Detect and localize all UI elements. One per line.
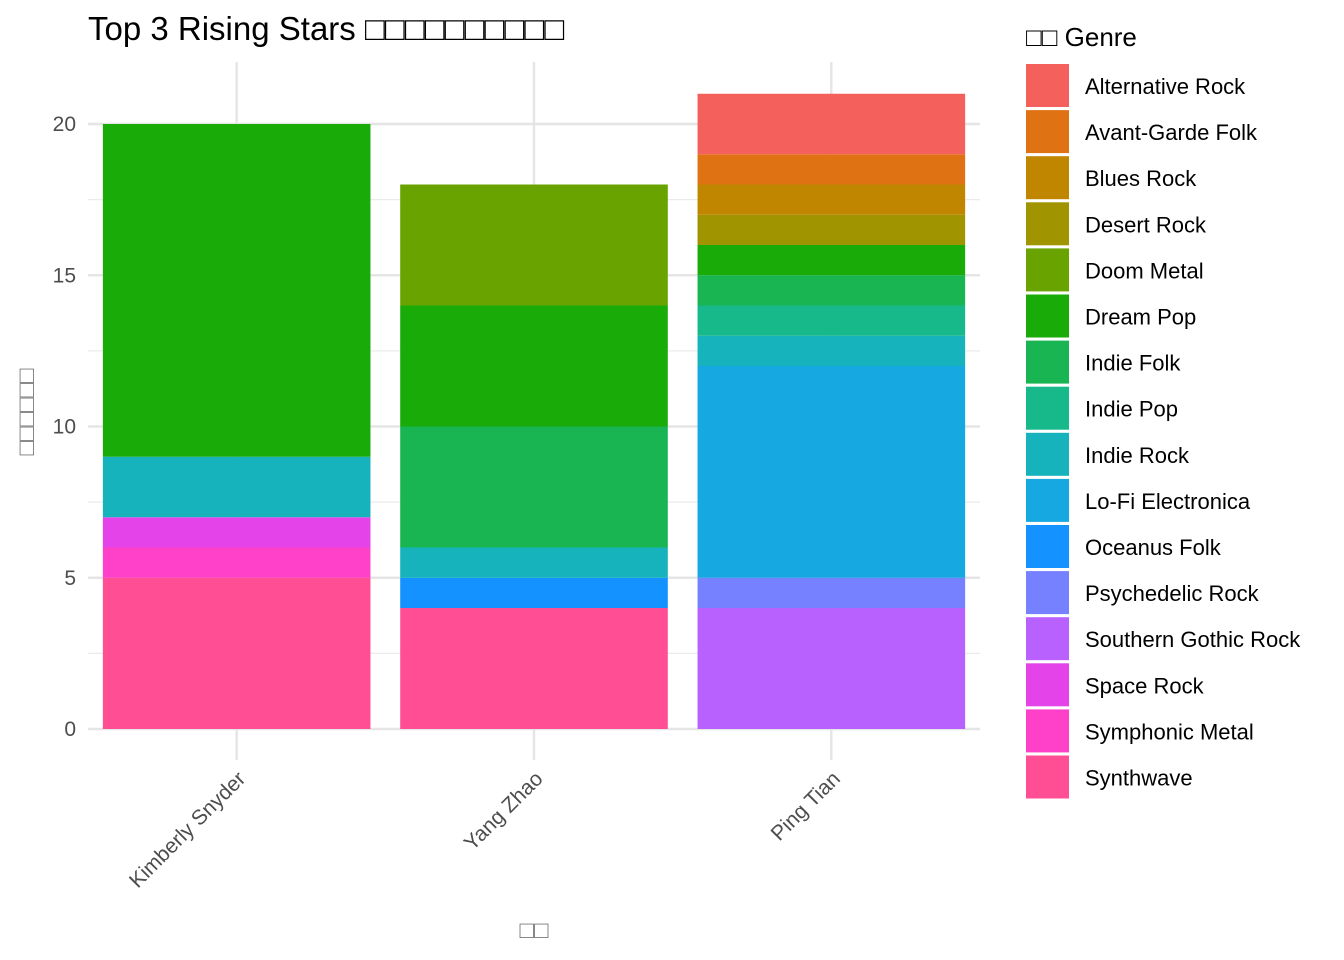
bar-segment xyxy=(102,547,371,578)
y-axis-ticks: 0 5 10 15 20 xyxy=(53,113,76,741)
bar-segment xyxy=(102,456,371,518)
x-axis-title: □□ xyxy=(520,917,549,944)
legend-label: Lo-Fi Electronica xyxy=(1085,489,1251,514)
y-tick-label: 0 xyxy=(64,718,76,741)
legend-label: Alternative Rock xyxy=(1085,74,1246,99)
bar-segment xyxy=(400,577,668,608)
bar-segment xyxy=(697,366,966,578)
x-tick-label: Yang Zhao xyxy=(460,767,548,855)
bar-segment xyxy=(697,245,966,276)
bar-segment xyxy=(400,426,668,548)
legend-swatch xyxy=(1026,432,1069,476)
legend-label: Indie Pop xyxy=(1085,397,1178,422)
legend-label: Oceanus Folk xyxy=(1085,535,1222,560)
legend-swatch xyxy=(1026,525,1069,568)
bar-segment xyxy=(400,608,668,729)
legend-items: Alternative Rock Avant-Garde Folk Blues Ro… xyxy=(1026,64,1301,799)
bar-segment xyxy=(697,214,966,245)
legend-swatch xyxy=(1026,571,1069,615)
legend-label: Indie Rock xyxy=(1085,443,1190,468)
legend-label: Dream Pop xyxy=(1085,305,1196,330)
bar-segment xyxy=(697,305,966,336)
legend-swatch xyxy=(1026,340,1069,384)
y-tick-label: 10 xyxy=(53,416,76,439)
legend-label: Blues Rock xyxy=(1085,166,1197,191)
bar-segment xyxy=(697,154,966,185)
y-tick-label: 5 xyxy=(64,567,76,590)
bar-segment xyxy=(400,184,668,306)
legend-label: Symphonic Metal xyxy=(1085,719,1254,744)
legend-label: Psychedelic Rock xyxy=(1085,581,1260,606)
bar-segment xyxy=(400,547,668,578)
legend-swatch xyxy=(1026,478,1069,522)
bar-segment xyxy=(102,577,371,729)
legend: □□ Genre Alternative Rock Avant-Garde Fol… xyxy=(1026,22,1301,799)
x-tick-label: Ping Tian xyxy=(767,767,845,845)
legend-swatch xyxy=(1026,294,1069,338)
legend-swatch xyxy=(1026,248,1069,292)
legend-swatch xyxy=(1026,386,1069,430)
legend-label: Avant-Garde Folk xyxy=(1085,120,1258,145)
legend-label: Southern Gothic Rock xyxy=(1085,627,1301,652)
legend-swatch xyxy=(1026,663,1069,707)
legend-swatch xyxy=(1026,617,1069,661)
legend-label: Doom Metal xyxy=(1085,258,1204,283)
bar-segment xyxy=(400,305,668,427)
bar-segment xyxy=(697,577,966,608)
legend-title: □□ Genre xyxy=(1026,22,1137,52)
legend-swatch xyxy=(1026,755,1069,799)
legend-label: Space Rock xyxy=(1085,673,1205,698)
bar-segment xyxy=(697,93,966,155)
bar-segment xyxy=(102,517,371,548)
y-tick-label: 15 xyxy=(53,264,76,287)
y-tick-label: 20 xyxy=(53,113,76,136)
chart-title: Top 3 Rising Stars □□□□□□□□□□ xyxy=(88,10,564,47)
bar-segment xyxy=(102,124,371,457)
bar-segment xyxy=(697,275,966,306)
legend-swatch xyxy=(1026,202,1069,246)
legend-label: Synthwave xyxy=(1085,766,1193,791)
y-axis-title: □□□□□□ xyxy=(13,368,40,455)
x-axis-ticks: Kimberly Snyder Yang Zhao Ping Tian xyxy=(125,767,845,892)
legend-swatch xyxy=(1026,64,1069,107)
bar-segment xyxy=(697,184,966,215)
legend-label: Desert Rock xyxy=(1085,212,1207,237)
bar-segment xyxy=(697,335,966,366)
x-tick-label: Kimberly Snyder xyxy=(125,767,250,892)
bar-segment xyxy=(697,608,966,729)
legend-label: Indie Folk xyxy=(1085,351,1181,376)
bar-stacks xyxy=(102,93,966,729)
legend-swatch xyxy=(1026,709,1069,753)
legend-swatch xyxy=(1026,156,1069,200)
legend-swatch xyxy=(1026,110,1069,154)
